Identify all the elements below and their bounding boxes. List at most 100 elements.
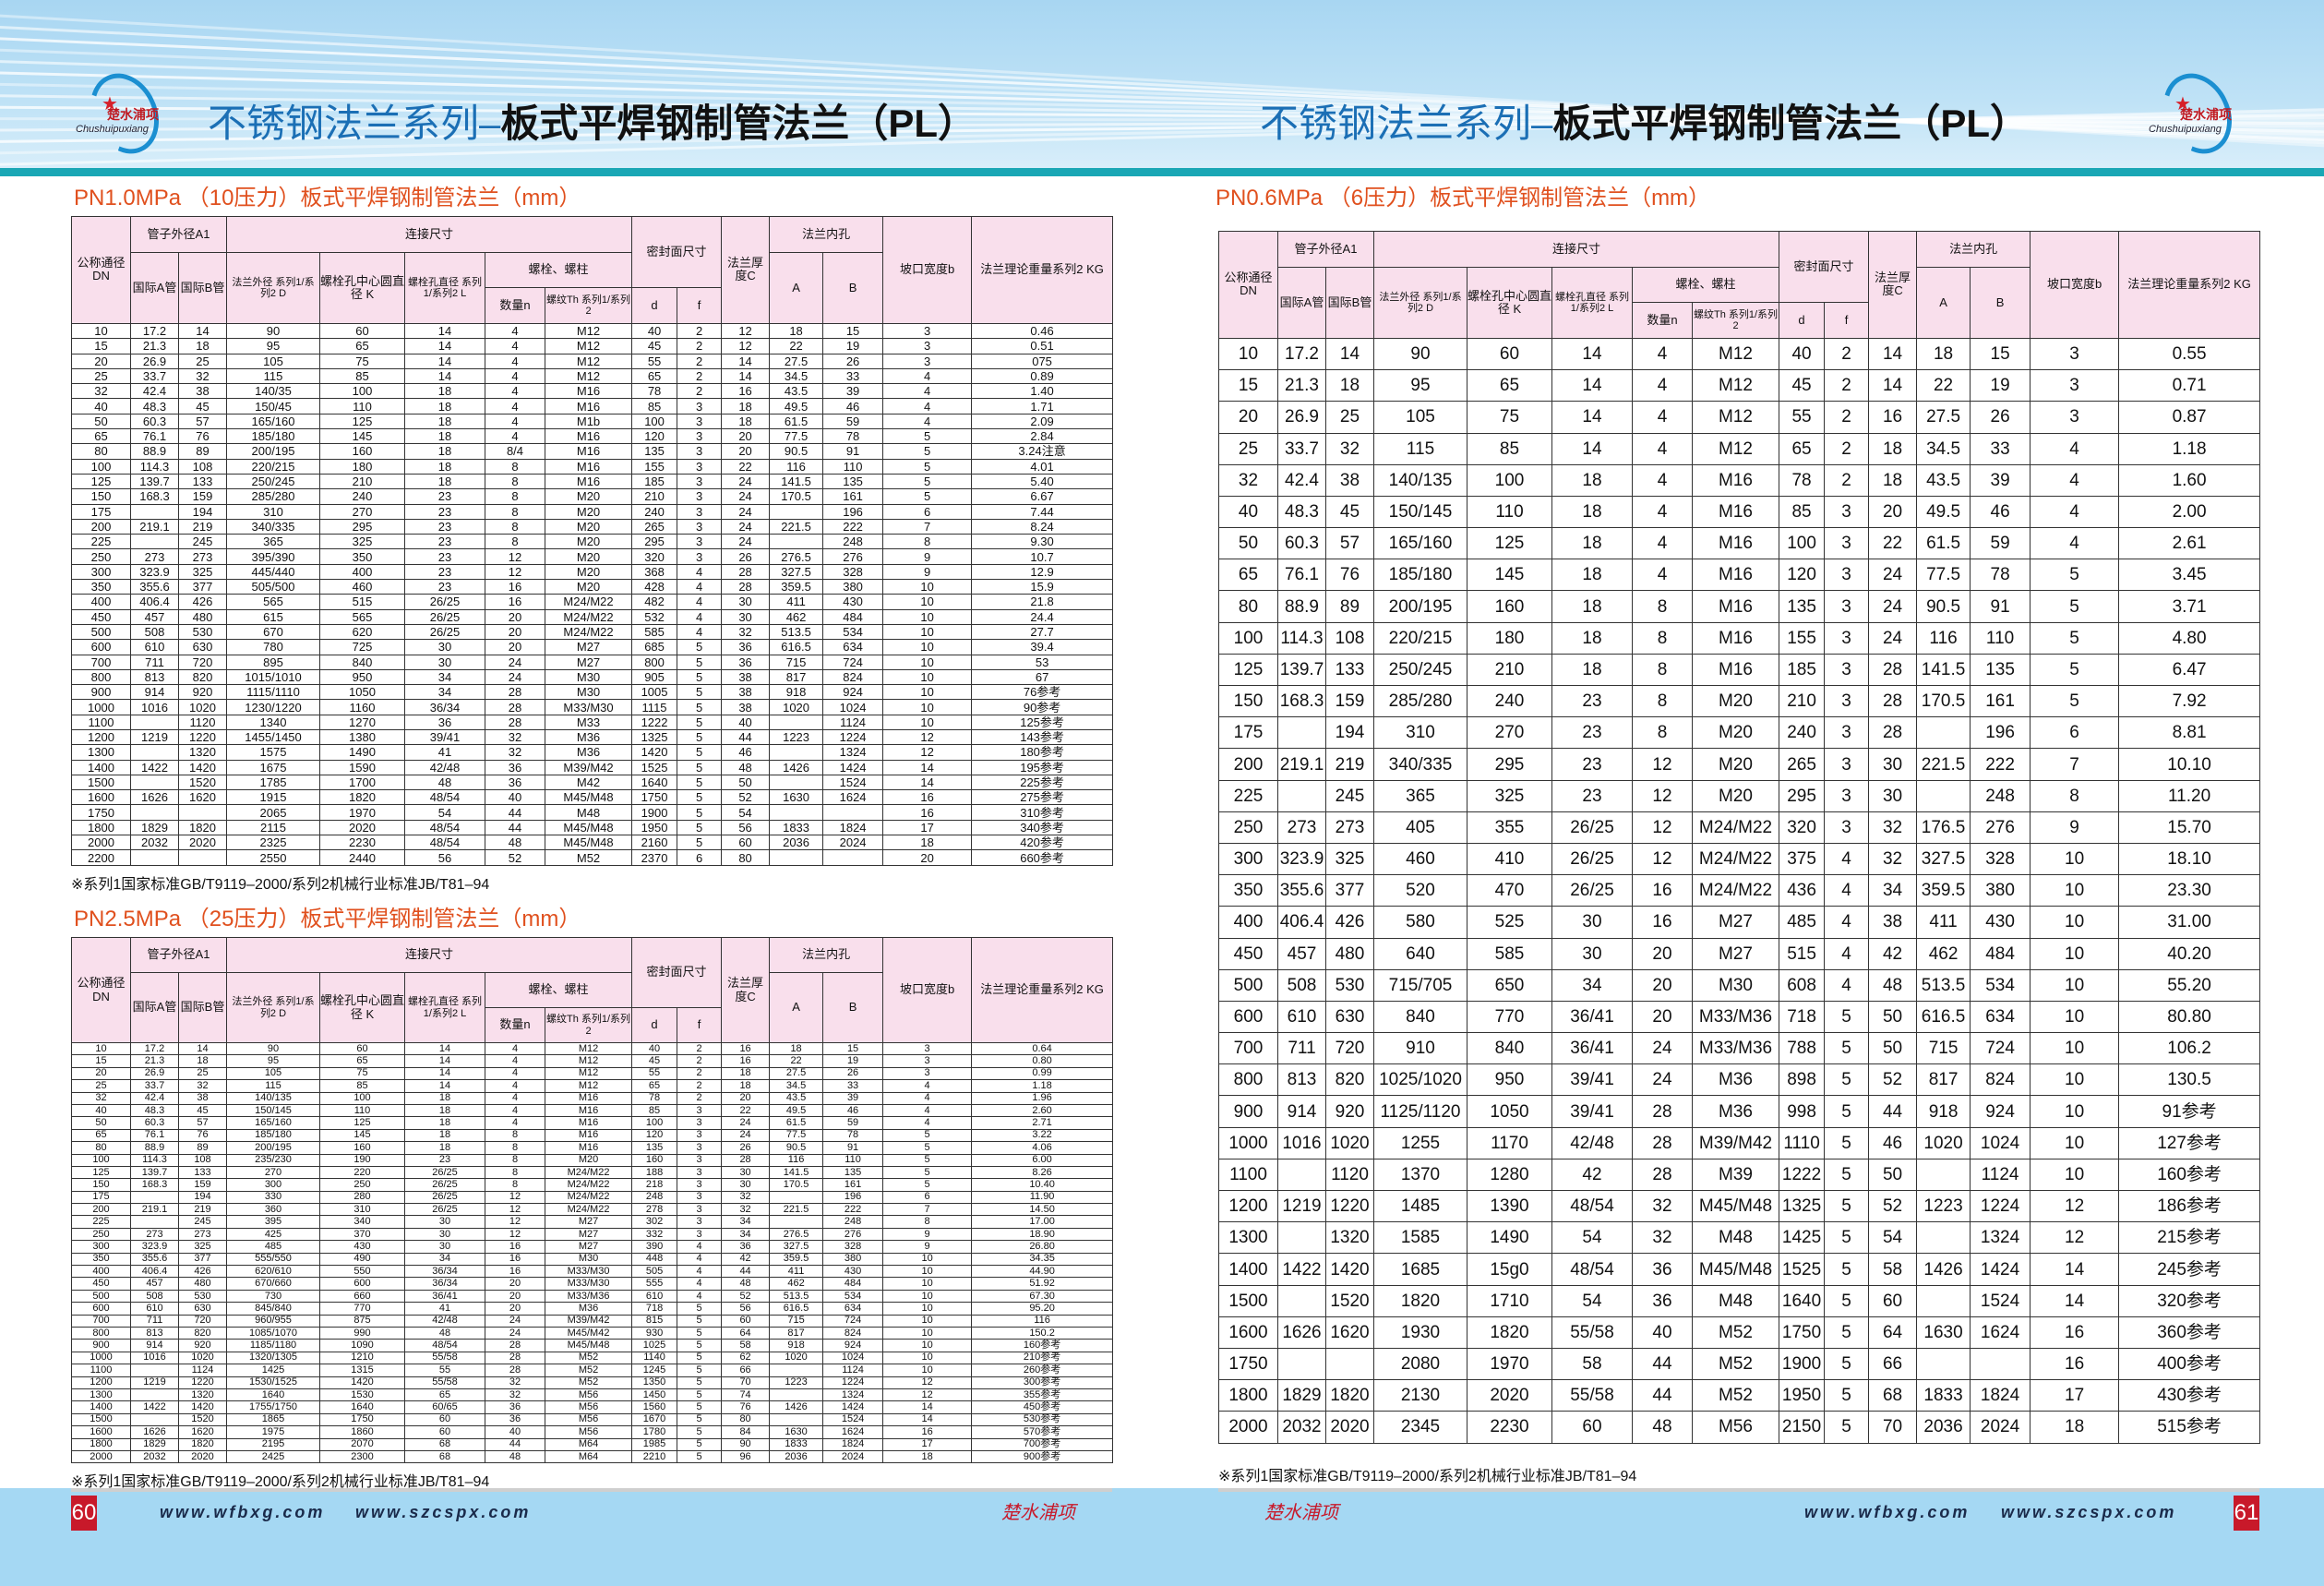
cell-thickness: 14 (721, 367, 771, 385)
cell-seal-f: 5 (677, 1376, 723, 1389)
cell-seal-f: 5 (677, 1449, 723, 1464)
cell-pipe-a: 457 (1277, 937, 1326, 970)
cell-bolt-hole: 55/58 (1551, 1379, 1633, 1412)
cell-seal-f: 3 (677, 548, 723, 565)
cell-weight: 67 (971, 668, 1114, 686)
cell-bore-b (1970, 1347, 2031, 1381)
cell-flange-od: 1640 (226, 1388, 320, 1402)
footer-url[interactable]: www.wfbxg.com (1804, 1503, 1971, 1521)
cell-seal-d: 436 (1779, 874, 1826, 907)
cell-pipe-a (1277, 779, 1326, 812)
cell-thread: M12 (1691, 337, 1780, 371)
header-qty: 数量n (485, 1007, 545, 1043)
cell-pipe-a: 168.3 (1277, 685, 1326, 718)
header-bore_b: B (1970, 266, 2031, 339)
cell-bolt-hole: 26/25 (1551, 842, 1633, 876)
footer-url[interactable]: www.szcspx.com (2001, 1503, 2177, 1521)
header-pipe_od: 管子外径A1 (1277, 231, 1374, 268)
cell-seal-f: 5 (677, 835, 723, 851)
cell-thread: M16 (544, 428, 633, 445)
cell-pipe-b: 25 (1325, 401, 1374, 434)
cell-bolt-circle: 1490 (1467, 1221, 1552, 1255)
cell-seal-f: 5 (1824, 1158, 1870, 1192)
cell-dn: 800 (1218, 1063, 1278, 1097)
cell-seal-d: 1325 (1779, 1190, 1826, 1223)
cell-dn: 1100 (71, 1364, 131, 1377)
cell-weight: 186参考 (2118, 1190, 2261, 1223)
cell-bore-a: 359.5 (1916, 874, 1971, 907)
cell-bolt-hole: 68 (404, 1437, 485, 1451)
cell-bolt-circle: 1270 (319, 714, 405, 730)
cell-pipe-a: 17.2 (130, 322, 179, 340)
cell-bolt-circle: 160 (319, 443, 405, 460)
cell-seal-f: 5 (1824, 1253, 1870, 1286)
cell-bore-a: 43.5 (769, 383, 824, 400)
cell-flange-od: 115 (1373, 432, 1467, 465)
cell-bore-a: 221.5 (769, 518, 824, 535)
cell-weight: 0.71 (2118, 369, 2261, 403)
cell-thickness: 60 (1868, 1284, 1918, 1317)
cell-bolt-qty: 4 (1632, 369, 1693, 403)
cell-pipe-a: 60.3 (130, 1116, 179, 1130)
cell-pipe-a: 42.4 (1277, 463, 1326, 497)
cell-dn: 175 (1218, 716, 1278, 750)
cell-pipe-b: 630 (1325, 1000, 1374, 1034)
cell-thickness: 28 (721, 1153, 771, 1167)
cell-bore-b: 1224 (822, 728, 884, 746)
cell-thickness: 96 (721, 1449, 771, 1464)
cell-seal-f: 3 (677, 488, 723, 505)
cell-pipe-a: 406.4 (130, 594, 179, 610)
cell-bolt-hole: 26/25 (404, 594, 485, 610)
cell-bevel: 10 (882, 1326, 973, 1340)
cell-pipe-b (1325, 1347, 1374, 1381)
cell-thread: M33 (544, 714, 633, 730)
cell-thickness: 36 (721, 654, 771, 670)
cell-pipe-a: 355.6 (130, 579, 179, 595)
cell-bore-b: 380 (822, 1252, 884, 1267)
cell-dn: 20 (71, 1066, 131, 1081)
cell-seal-d: 1525 (631, 759, 678, 775)
cell-seal-d: 1525 (1779, 1253, 1826, 1286)
cell-bolt-circle: 145 (1467, 559, 1552, 592)
cell-bolt-circle: 1090 (319, 1339, 405, 1352)
cell-seal-f: 5 (677, 1314, 723, 1328)
footer-url[interactable]: www.wfbxg.com (160, 1503, 326, 1521)
cell-bore-a: 61.5 (769, 413, 824, 430)
cell-bore-a: 77.5 (1916, 559, 1971, 592)
cell-bore-b: 924 (822, 1339, 884, 1352)
cell-flange-od: 185/180 (226, 428, 320, 445)
cell-pipe-b: 1020 (178, 699, 227, 715)
cell-bolt-qty: 12 (1632, 748, 1693, 781)
cell-weight: 10.10 (2118, 748, 2261, 781)
cell-thread: M33/M30 (544, 699, 633, 715)
cell-bore-a: 1426 (769, 759, 824, 775)
table-row: 800 813 820 1015/1010 950 34 24 M30 905 5 38 817 824… (71, 668, 1114, 686)
table-row: 1300 1320 1585 1490 54 32 M48 1425 5 54 1324 12 215参… (1218, 1221, 2261, 1255)
cell-dn: 200 (71, 1203, 131, 1217)
footer-url[interactable]: www.szcspx.com (355, 1503, 532, 1521)
cell-bore-a: 462 (769, 608, 824, 625)
cell-bolt-hole: 60 (404, 1425, 485, 1439)
cell-pipe-a: 355.6 (130, 1252, 179, 1267)
header-bore_a: A (769, 972, 824, 1043)
cell-bolt-qty: 12 (485, 548, 545, 565)
cell-weight: 0.46 (971, 322, 1114, 340)
header-weight: 法兰理论重量系列2 KG (2118, 231, 2261, 339)
cell-pipe-a (130, 804, 179, 821)
cell-bevel: 16 (882, 789, 973, 806)
cell-thickness: 12 (721, 338, 771, 354)
cell-pipe-a (130, 534, 179, 550)
cell-bolt-hole: 30 (404, 1227, 485, 1242)
cell-thickness: 18 (721, 1066, 771, 1081)
cell-bolt-circle: 110 (319, 1103, 405, 1118)
cell-bore-a: 276.5 (769, 1227, 824, 1242)
cell-bore-a: 18 (769, 322, 824, 340)
cell-seal-f: 3 (677, 1215, 723, 1229)
cell-bolt-circle: 240 (1467, 685, 1552, 718)
cell-bore-a: 616.5 (769, 639, 824, 655)
cell-flange-od: 505/500 (226, 579, 320, 595)
cell-bolt-circle: 2230 (1467, 1411, 1552, 1444)
table-row: 125 139.7 133 270 220 26/25 8 M24/M22 188 3 30 141.… (71, 1165, 1114, 1180)
cell-bore-b: 78 (822, 1128, 884, 1143)
cell-thread: M45/M48 (544, 1339, 633, 1352)
